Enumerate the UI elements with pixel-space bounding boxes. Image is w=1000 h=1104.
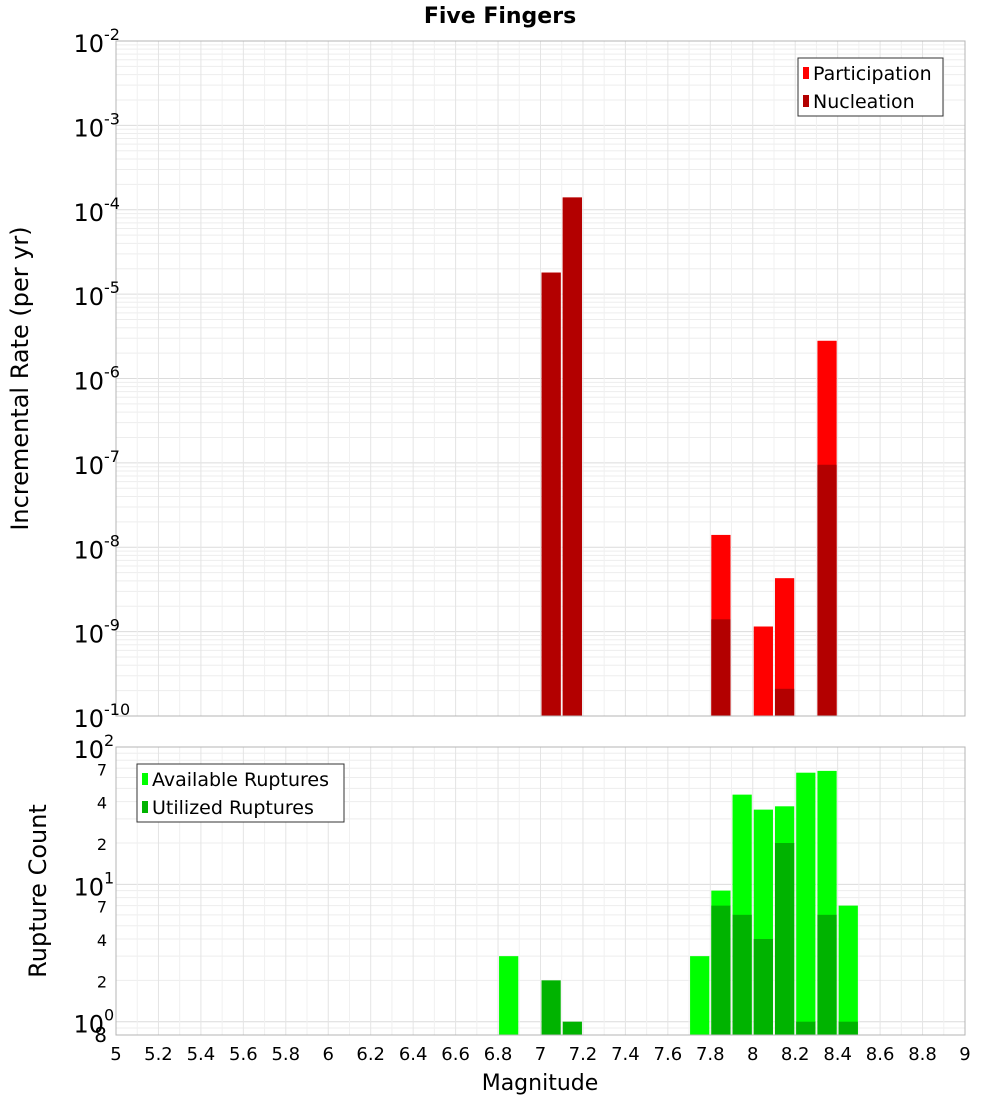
x-tick-label: 6.6 — [441, 1044, 470, 1065]
legend-swatch-count — [142, 801, 148, 813]
bar-rate-a — [753, 626, 773, 716]
bar-count-b — [711, 905, 731, 1035]
y-tick-label-rate: 10 — [73, 283, 104, 311]
legend-entry-count: Available Ruptures — [152, 769, 329, 791]
y-tick-exponent-rate: -2 — [104, 25, 120, 44]
x-tick-label: 7 — [535, 1044, 546, 1065]
bar-count-b — [838, 1021, 858, 1035]
bar-rate-b — [711, 619, 731, 716]
x-tick-label: 7.8 — [696, 1044, 725, 1065]
y-tick-label-rate: 10 — [73, 536, 104, 564]
x-tick-label: 5 — [110, 1044, 121, 1065]
x-tick-label: 5.2 — [144, 1044, 173, 1065]
x-tick-label: 6.4 — [399, 1044, 428, 1065]
y-tick-label-rate: 10 — [73, 30, 104, 58]
y-tick-exponent-rate: -6 — [104, 363, 120, 382]
bar-count-b — [541, 980, 561, 1035]
x-tick-label: 8.4 — [823, 1044, 852, 1065]
y-tick-exponent-count: 0 — [104, 1006, 114, 1025]
y-axis-label-count: Rupture Count — [24, 804, 52, 978]
bar-rate-b — [774, 688, 795, 716]
x-tick-label: 8 — [747, 1044, 758, 1065]
y-tick-label-rate: 10 — [73, 114, 104, 142]
x-tick-label: 5.4 — [187, 1044, 216, 1065]
y-tick-label-count: 10 — [73, 1011, 104, 1039]
y-tick-exponent-rate: -7 — [104, 447, 120, 466]
y-axis-label-rate: Incremental Rate (per yr) — [6, 226, 34, 530]
bar-rate-b — [562, 197, 582, 717]
bar-count-a — [690, 956, 710, 1035]
y-tick-label-rate: 10 — [73, 368, 104, 396]
bar-count-b — [753, 939, 773, 1035]
bar-count-a — [796, 772, 816, 1035]
x-tick-label: 6.8 — [484, 1044, 513, 1065]
x-tick-label: 5.8 — [271, 1044, 300, 1065]
bar-count-b — [796, 1021, 816, 1035]
legend-entry-count: Utilized Ruptures — [152, 797, 314, 819]
x-tick-label: 6.2 — [356, 1044, 385, 1065]
legend-box-count — [136, 763, 345, 823]
x-tick-label: 7.4 — [611, 1044, 640, 1065]
y-minor-tick-label-count: 4 — [97, 794, 107, 813]
y-tick-exponent-rate: -5 — [104, 278, 120, 297]
bar-count-b — [817, 914, 837, 1035]
bar-count-b — [774, 843, 795, 1035]
y-minor-tick-label-count: 7 — [97, 760, 107, 779]
y-tick-label-rate: 10 — [73, 705, 104, 733]
chart-title: Five Fingers — [424, 4, 576, 29]
bar-count-b — [562, 1021, 582, 1035]
y-tick-label-rate: 10 — [73, 199, 104, 227]
y-tick-exponent-rate: -8 — [104, 531, 120, 550]
y-tick-exponent-rate: -4 — [104, 194, 120, 213]
legend-entry-rate: Participation — [813, 63, 932, 85]
x-tick-label: 5.6 — [229, 1044, 258, 1065]
legend-entry-rate: Nucleation — [813, 91, 915, 113]
bar-count-b — [732, 914, 752, 1035]
x-tick-label: 7.2 — [569, 1044, 598, 1065]
y-tick-label-count: 10 — [73, 736, 104, 764]
y-minor-tick-label-count: 7 — [97, 898, 107, 917]
y-minor-tick-label-count: 2 — [97, 835, 107, 854]
y-tick-exponent-rate: -9 — [104, 616, 120, 635]
bar-count-a — [499, 956, 519, 1035]
y-tick-exponent-rate: -3 — [104, 109, 120, 128]
x-tick-label: 6 — [323, 1044, 334, 1065]
x-tick-label: 8.2 — [781, 1044, 810, 1065]
plot-frame — [115, 40, 966, 717]
y-tick-exponent-count: 1 — [104, 868, 114, 887]
legend-swatch-rate — [803, 67, 809, 79]
y-minor-tick-label-count: 8 — [94, 1023, 107, 1047]
y-minor-tick-label-count: 2 — [97, 972, 107, 991]
bar-count-a — [838, 905, 858, 1035]
x-tick-label: 9 — [959, 1044, 970, 1065]
x-tick-label: 8.8 — [908, 1044, 937, 1065]
y-tick-label-rate: 10 — [73, 621, 104, 649]
y-minor-tick-label-count: 4 — [97, 931, 107, 950]
legend-swatch-count — [142, 773, 148, 785]
plot-frame — [115, 746, 966, 1036]
y-tick-exponent-count: 2 — [104, 731, 114, 750]
y-tick-label-count: 10 — [73, 873, 104, 901]
y-tick-label-rate: 10 — [73, 452, 104, 480]
legend-swatch-rate — [803, 95, 809, 107]
x-tick-label: 8.6 — [866, 1044, 895, 1065]
legend-box-rate — [797, 57, 944, 117]
bar-rate-a — [774, 578, 795, 716]
x-tick-label: 7.6 — [654, 1044, 683, 1065]
y-tick-exponent-rate: -10 — [104, 700, 130, 719]
x-axis-label: Magnitude — [482, 1071, 599, 1096]
bar-rate-b — [817, 464, 837, 716]
bar-rate-b — [541, 272, 561, 716]
